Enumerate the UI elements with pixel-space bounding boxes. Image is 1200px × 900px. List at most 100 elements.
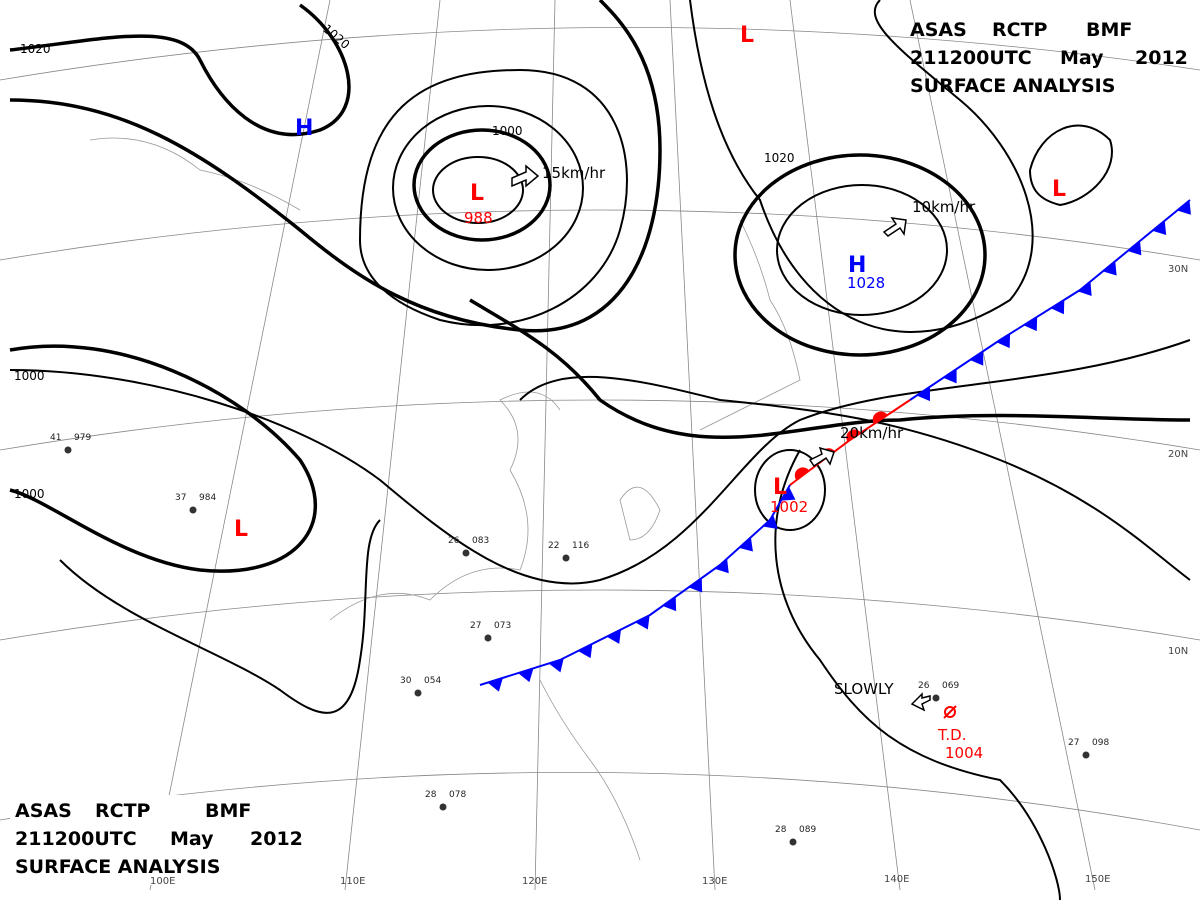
front-triangle xyxy=(762,514,778,530)
front-semicircle xyxy=(846,429,861,442)
station-plots: 41 979 37 984 26 083 27 073 30 054 22 116 26 069 28 089… xyxy=(50,433,1109,846)
front-triangle xyxy=(606,629,621,644)
station-pressure: 116 xyxy=(572,541,589,551)
station-dot xyxy=(562,554,570,562)
front-symbols xyxy=(487,200,1191,692)
front-triangle xyxy=(996,333,1011,349)
station-temp: 26 xyxy=(918,681,930,691)
station-temp: 26 xyxy=(448,536,460,546)
station: RCTP xyxy=(992,19,1048,41)
station-dot xyxy=(439,803,447,811)
station-temp: 27 xyxy=(1068,738,1079,748)
geo-labels: 100E 110E 120E 130E 140E 150E 30N 20N 10… xyxy=(150,264,1188,887)
system-symbol: T.D. xyxy=(937,726,966,744)
front-triangle xyxy=(635,615,650,630)
header: ASAS RCTP BMF 211200UTC May 2012 SURFACE… xyxy=(910,19,1188,97)
front-triangle xyxy=(518,668,534,683)
front-triangle xyxy=(714,558,729,574)
longitude-label: 120E xyxy=(522,876,547,887)
latitude-label: 10N xyxy=(1168,646,1188,657)
station-pressure: 098 xyxy=(1092,738,1109,748)
station-temp: 28 xyxy=(775,825,787,835)
pressure-systems: H L 988 15km/hr L H 1028 10km/hr L L L 1… xyxy=(234,23,1066,762)
station-temp: 41 xyxy=(50,433,61,443)
time: 211200UTC xyxy=(910,47,1032,69)
system-pressure: 988 xyxy=(464,209,493,227)
system-pressure: 1002 xyxy=(770,498,808,516)
system-symbol: L xyxy=(470,181,484,206)
agency: ASAS xyxy=(15,800,72,822)
station-pressure: 054 xyxy=(424,676,441,686)
year: 2012 xyxy=(250,828,303,850)
latitude-label: 30N xyxy=(1168,264,1188,275)
latitude-label: 20N xyxy=(1168,449,1188,460)
front-triangle xyxy=(1023,316,1038,332)
station-dot xyxy=(189,506,197,514)
front-triangle xyxy=(548,658,564,673)
station-temp: 27 xyxy=(470,621,481,631)
motion-arrows xyxy=(511,164,931,712)
front-triangle xyxy=(916,386,930,402)
system-movement: 15km/hr xyxy=(542,164,606,182)
front-triangle xyxy=(1077,281,1092,296)
month: May xyxy=(1060,47,1104,69)
station-temp: 37 xyxy=(175,493,186,503)
system-symbol: L xyxy=(1052,177,1066,202)
station-pressure: 073 xyxy=(494,621,511,631)
office: BMF xyxy=(1086,19,1132,41)
system-symbol: L xyxy=(740,23,754,48)
isobar-label: 1020 xyxy=(764,151,795,165)
system-pressure: 1004 xyxy=(945,744,983,762)
system-pressure: 1028 xyxy=(847,274,885,292)
station-pressure: 089 xyxy=(799,825,816,835)
station-temp: 22 xyxy=(548,541,559,551)
footer: ASAS RCTP BMF 211200UTC May 2012 SURFACE… xyxy=(10,795,303,885)
front-triangle xyxy=(1127,240,1142,256)
front-triangle xyxy=(662,596,677,612)
cold-front xyxy=(479,484,791,686)
front-triangle xyxy=(688,578,703,593)
front-semicircle xyxy=(794,467,810,481)
front-triangle xyxy=(943,368,957,384)
station-pressure: 984 xyxy=(199,493,216,503)
station-dot xyxy=(1082,751,1090,759)
front-triangle xyxy=(578,643,593,659)
front-triangle xyxy=(1050,299,1065,315)
system-movement: 10km/hr xyxy=(912,198,976,216)
time: 211200UTC xyxy=(15,828,137,850)
td-symbol xyxy=(943,705,957,719)
front-triangle xyxy=(487,677,503,692)
system-symbol: H xyxy=(848,253,866,278)
longitude-label: 110E xyxy=(340,876,365,887)
station: RCTP xyxy=(95,800,151,822)
system-movement: 20km/hr xyxy=(840,424,904,442)
office: BMF xyxy=(205,800,251,822)
isobars xyxy=(9,0,1191,900)
station-temp: 28 xyxy=(425,790,437,800)
station-dot xyxy=(932,694,940,702)
product: SURFACE ANALYSIS xyxy=(15,856,220,878)
station-pressure: 979 xyxy=(74,433,91,443)
front-triangle xyxy=(781,486,796,501)
front-semicircle xyxy=(872,411,888,424)
station-dot xyxy=(414,689,422,697)
station-dot xyxy=(64,446,72,454)
system-symbol: H xyxy=(295,116,313,141)
longitude-label: 100E xyxy=(150,876,175,887)
front-triangle xyxy=(1152,220,1167,236)
station-pressure: 078 xyxy=(449,790,466,800)
station-dot xyxy=(462,549,470,557)
front-triangle xyxy=(738,537,753,552)
year: 2012 xyxy=(1135,47,1188,69)
system-movement: SLOWLY xyxy=(834,680,894,698)
longitude-label: 140E xyxy=(884,874,909,885)
front-triangle xyxy=(1177,200,1191,215)
longitude-label: 130E xyxy=(702,876,727,887)
front-triangle xyxy=(1102,261,1117,276)
month: May xyxy=(170,828,214,850)
system-symbol: L xyxy=(773,475,787,500)
isobar-label: 1000 xyxy=(492,124,523,138)
